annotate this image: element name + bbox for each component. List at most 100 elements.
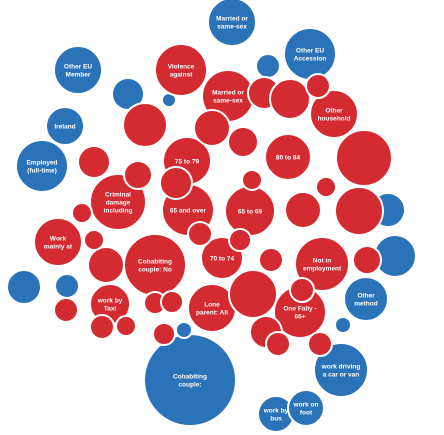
bubble-circle[interactable] xyxy=(6,269,42,305)
bubble-circle[interactable] xyxy=(122,102,168,148)
bubble-blue-15[interactable] xyxy=(6,269,42,305)
bubble-blue-16[interactable] xyxy=(54,273,80,299)
bubble-blue-19[interactable] xyxy=(175,321,193,339)
bubble-red-37[interactable] xyxy=(122,102,168,148)
bubble-circle[interactable] xyxy=(264,133,312,181)
bubble-80-to-84[interactable]: 80 to 84 xyxy=(264,133,312,181)
bubble-red-65[interactable] xyxy=(187,221,213,247)
bubble-red-64[interactable] xyxy=(123,160,153,190)
bubble-circle[interactable] xyxy=(258,247,284,273)
bubble-red-56[interactable] xyxy=(53,297,79,323)
bubble-red-53[interactable] xyxy=(228,269,278,319)
bubble-circle[interactable] xyxy=(334,316,352,334)
bubble-circle[interactable] xyxy=(89,314,115,340)
bubble-label: Other EU xyxy=(64,63,92,70)
bubble-label: couple: xyxy=(178,381,201,388)
bubble-circle[interactable] xyxy=(265,331,291,357)
bubble-circle[interactable] xyxy=(335,129,393,187)
bubble-circle[interactable] xyxy=(227,126,259,158)
bubble-red-52[interactable] xyxy=(352,245,382,275)
bubble-red-55[interactable] xyxy=(160,290,184,314)
bubble-red-46[interactable] xyxy=(334,186,384,236)
bubble-red-44[interactable] xyxy=(315,176,337,198)
bubble-circle[interactable] xyxy=(123,160,153,190)
bubble-circle[interactable] xyxy=(53,297,79,323)
bubble-red-61[interactable] xyxy=(307,331,333,357)
bubble-red-60[interactable] xyxy=(265,331,291,357)
bubble-red-36[interactable] xyxy=(269,78,311,120)
bubble-red-62[interactable] xyxy=(152,322,176,346)
bubble-red-66[interactable] xyxy=(289,277,315,303)
bubble-red-57[interactable] xyxy=(89,314,115,340)
bubble-circle[interactable] xyxy=(187,221,213,247)
bubble-red-43[interactable] xyxy=(241,169,263,191)
bubble-red-48[interactable] xyxy=(228,228,252,252)
bubble-circle[interactable] xyxy=(289,277,315,303)
bubble-circle[interactable] xyxy=(352,245,382,275)
bubble-circle[interactable] xyxy=(294,236,350,292)
bubble-circle[interactable] xyxy=(305,73,331,99)
bubble-circle[interactable] xyxy=(115,315,137,337)
bubble-red-47[interactable] xyxy=(71,202,93,224)
bubble-red-50[interactable] xyxy=(87,246,125,284)
bubble-circle[interactable] xyxy=(83,229,105,251)
bubble-circle[interactable] xyxy=(228,269,278,319)
bubble-ireland[interactable]: Ireland xyxy=(45,106,85,146)
bubble-label: work by xyxy=(263,407,289,414)
bubble-circle[interactable] xyxy=(307,331,333,357)
bubble-blue-12[interactable] xyxy=(255,53,281,79)
bubble-circle[interactable] xyxy=(228,228,252,252)
bubble-circle[interactable] xyxy=(152,322,176,346)
bubble-red-58[interactable] xyxy=(115,315,137,337)
bubble-circle[interactable] xyxy=(309,89,359,139)
bubble-circle[interactable] xyxy=(175,321,193,339)
bubble-circle[interactable] xyxy=(193,109,231,147)
bubble-circle[interactable] xyxy=(77,145,111,179)
bubble-65-to-69[interactable]: 65 to 69 xyxy=(224,185,276,237)
bubble-circle[interactable] xyxy=(343,276,389,322)
bubble-red-42[interactable] xyxy=(77,145,111,179)
bubble-circle[interactable] xyxy=(33,217,83,267)
bubble-circle[interactable] xyxy=(45,106,85,146)
bubble-circle[interactable] xyxy=(255,53,281,79)
bubble-circle[interactable] xyxy=(159,166,193,200)
bubble-red-45[interactable] xyxy=(284,191,322,229)
bubble-circle[interactable] xyxy=(71,202,93,224)
bubble-red-49[interactable] xyxy=(258,247,284,273)
bubble-circle[interactable] xyxy=(315,176,337,198)
bubble-circle[interactable] xyxy=(287,389,325,427)
bubble-employed-full-time[interactable]: Employed(full-time) xyxy=(15,139,69,193)
bubble-circle[interactable] xyxy=(284,191,322,229)
bubble-circle[interactable] xyxy=(53,45,103,95)
bubble-circle[interactable] xyxy=(154,43,208,97)
bubble-circle[interactable] xyxy=(334,186,384,236)
bubble-circle[interactable] xyxy=(269,78,311,120)
bubble-circle[interactable] xyxy=(54,273,80,299)
bubble-red-51[interactable] xyxy=(83,229,105,251)
bubble-circle[interactable] xyxy=(87,246,125,284)
bubble-circle[interactable] xyxy=(207,0,257,47)
bubble-red-38[interactable] xyxy=(193,109,231,147)
bubble-circle[interactable] xyxy=(15,139,69,193)
bubble-circle[interactable] xyxy=(241,169,263,191)
bubble-red-39[interactable] xyxy=(227,126,259,158)
bubble-circle[interactable] xyxy=(313,342,369,398)
bubble-red-63[interactable] xyxy=(159,166,193,200)
bubble-red-41[interactable] xyxy=(335,129,393,187)
bubble-blue-18[interactable] xyxy=(334,316,352,334)
bubble-circle[interactable] xyxy=(160,290,184,314)
bubble-red-40[interactable] xyxy=(305,73,331,99)
